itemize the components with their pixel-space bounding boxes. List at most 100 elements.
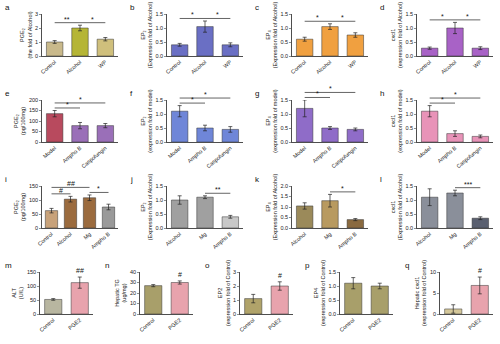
svg-text:*: * <box>329 85 332 92</box>
svg-text:*: * <box>316 14 319 21</box>
svg-text:n: n <box>105 261 109 270</box>
svg-text:0.0: 0.0 <box>280 139 288 145</box>
svg-text:0.0: 0.0 <box>155 225 163 231</box>
svg-text:0.0: 0.0 <box>405 139 413 145</box>
svg-text:Caspofungin: Caspofungin <box>80 145 108 169</box>
svg-text:Control: Control <box>238 317 255 333</box>
svg-text:Control: Control <box>38 317 55 333</box>
svg-text:1.0: 1.0 <box>405 25 413 31</box>
svg-text:WP: WP <box>347 59 358 70</box>
svg-text:#: # <box>178 271 182 278</box>
svg-text:*: * <box>91 16 94 23</box>
svg-text:100: 100 <box>29 197 38 203</box>
svg-text:50: 50 <box>32 128 38 134</box>
svg-text:*: * <box>204 91 207 98</box>
svg-text:0.0: 0.0 <box>155 53 163 59</box>
svg-text:Caspofungin: Caspofungin <box>455 145 483 169</box>
svg-text:0: 0 <box>433 311 436 317</box>
svg-text:200: 200 <box>29 97 38 103</box>
svg-text:Model: Model <box>167 145 182 159</box>
svg-text:i: i <box>5 175 7 184</box>
svg-text:50: 50 <box>30 297 36 303</box>
svg-text:Mg: Mg <box>82 231 92 241</box>
svg-text:20: 20 <box>130 290 136 296</box>
svg-text:PGE₂(pg/100mg): PGE₂(pg/100mg) <box>13 193 26 221</box>
svg-text:PGE₂(the fold of Alcohol): PGE₂(the fold of Alcohol) <box>19 11 32 58</box>
svg-text:j: j <box>130 175 133 184</box>
svg-text:1.0: 1.0 <box>405 111 413 117</box>
svg-text:Alcohol: Alcohol <box>190 59 208 75</box>
svg-text:0.5: 0.5 <box>280 125 288 131</box>
svg-text:#: # <box>478 267 482 274</box>
svg-text:0: 0 <box>133 311 136 317</box>
svg-text:##: ## <box>76 267 84 274</box>
svg-text:3: 3 <box>233 269 236 275</box>
svg-text:*: * <box>191 11 194 18</box>
svg-text:0.0: 0.0 <box>155 139 163 145</box>
svg-text:*: * <box>79 96 82 103</box>
svg-text:0: 0 <box>35 225 38 231</box>
svg-text:*: * <box>341 185 344 192</box>
svg-text:Control: Control <box>338 317 355 333</box>
svg-text:q: q <box>405 261 409 270</box>
svg-text:1.0: 1.0 <box>155 111 163 117</box>
svg-text:EP₄(Expression fold of Alcohol: EP₄(Expression fold of Alcohol) <box>265 2 278 69</box>
svg-text:Ampho B: Ampho B <box>61 145 82 164</box>
svg-text:2: 2 <box>233 283 236 289</box>
svg-text:0.5: 0.5 <box>155 125 163 131</box>
svg-text:e: e <box>5 89 10 98</box>
svg-text:PGE2: PGE2 <box>67 317 82 331</box>
svg-text:0.5: 0.5 <box>280 214 288 220</box>
svg-text:PGE₂(pg/100mg): PGE₂(pg/100mg) <box>13 107 26 135</box>
svg-text:10: 10 <box>430 269 436 275</box>
svg-text:1.5: 1.5 <box>155 97 163 103</box>
svg-text:p: p <box>305 261 310 270</box>
svg-text:150: 150 <box>29 107 38 113</box>
svg-text:Hepatic TG(ug/mg): Hepatic TG(ug/mg) <box>114 279 127 307</box>
svg-text:***: *** <box>464 181 472 188</box>
svg-text:*: * <box>216 11 219 18</box>
svg-text:Control: Control <box>36 231 53 247</box>
svg-text:0.5: 0.5 <box>155 211 163 217</box>
svg-text:#: # <box>59 187 63 194</box>
svg-text:ALT(U/L): ALT(U/L) <box>11 287 24 299</box>
svg-text:l: l <box>380 175 382 184</box>
svg-text:1.0: 1.0 <box>155 25 163 31</box>
svg-text:Ampho B: Ampho B <box>436 145 457 164</box>
svg-text:Ampho B: Ampho B <box>212 231 233 250</box>
svg-text:1.5: 1.5 <box>405 183 413 189</box>
svg-text:Control: Control <box>40 59 57 75</box>
svg-text:cxcl1(Expression fold of Alcoh: cxcl1(Expression fold of Alcohol) <box>390 174 403 241</box>
svg-text:0.5: 0.5 <box>405 211 413 217</box>
svg-text:1.0: 1.0 <box>280 204 288 210</box>
svg-text:WP: WP <box>97 59 108 70</box>
svg-text:EP₄(Expression fold of Alcohol: EP₄(Expression fold of Alcohol) <box>265 174 278 241</box>
svg-text:cxcl1(expression fold of Alcoh: cxcl1(expression fold of Alcohol) <box>390 2 403 68</box>
svg-text:0.5: 0.5 <box>280 39 288 45</box>
svg-text:Caspofungin: Caspofungin <box>205 145 233 169</box>
svg-text:Alcohol: Alcohol <box>414 231 432 247</box>
svg-text:*: * <box>316 90 319 97</box>
svg-text:Ampho B: Ampho B <box>462 231 483 250</box>
svg-text:**: ** <box>215 186 221 193</box>
svg-text:*: * <box>341 14 344 21</box>
svg-text:1.5: 1.5 <box>280 11 288 17</box>
svg-text:f: f <box>130 89 133 98</box>
svg-text:0.0: 0.0 <box>280 225 288 231</box>
svg-text:0.5: 0.5 <box>405 39 413 45</box>
svg-text:1.0: 1.0 <box>280 25 288 31</box>
svg-text:**: ** <box>64 16 70 23</box>
svg-text:PGE2: PGE2 <box>467 317 482 331</box>
svg-text:0.0: 0.0 <box>405 53 413 59</box>
svg-text:2.0: 2.0 <box>280 183 288 189</box>
svg-text:3: 3 <box>35 11 38 17</box>
svg-text:100: 100 <box>29 118 38 124</box>
svg-text:b: b <box>130 3 135 12</box>
svg-text:Alcohol: Alcohol <box>65 59 83 75</box>
svg-text:100: 100 <box>27 283 36 289</box>
svg-text:Hepatic cxcl1(expression fold: Hepatic cxcl1(expression fold of Control… <box>414 260 427 326</box>
svg-text:Ampho B: Ampho B <box>311 145 332 164</box>
svg-text:Mg: Mg <box>448 231 458 241</box>
svg-text:WP: WP <box>472 59 483 70</box>
svg-text:Model: Model <box>292 145 307 159</box>
